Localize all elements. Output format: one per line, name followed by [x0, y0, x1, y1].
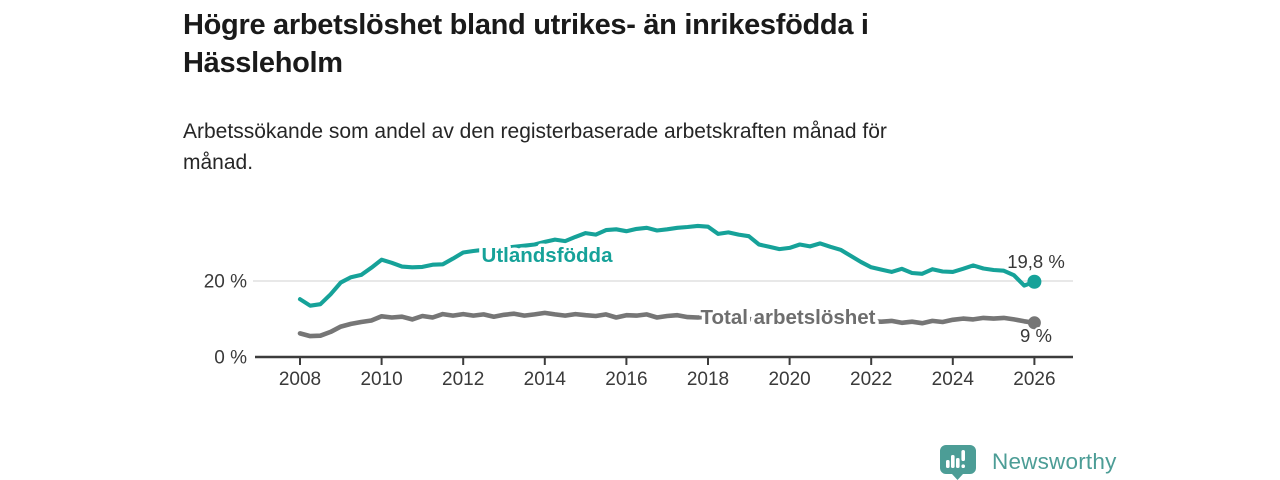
- chart-title-line-1: Högre arbetslöshet bland utrikes- än inr…: [183, 9, 869, 41]
- x-axis-ticks: [299, 357, 1036, 365]
- chart-subtitle-line-2: månad.: [183, 151, 254, 174]
- series-end-dot-total: [1027, 316, 1041, 330]
- x-axis-tick-label: 2012: [442, 369, 484, 390]
- newsworthy-logo[interactable]: Newsworthy: [938, 444, 1117, 480]
- x-axis-tick-label: 2010: [360, 369, 402, 390]
- x-axis-tick-label: 2020: [768, 369, 810, 390]
- series-line-utlandsfodda: [297, 223, 1037, 308]
- logo-bars: [946, 450, 965, 468]
- x-axis-labels: 2008 2010 2012 2014 2016 2018 2020 2022 2024 2026: [279, 369, 1056, 390]
- newsworthy-bar-chart-icon: [940, 445, 976, 480]
- y-axis-tick-label: 20 %: [204, 272, 247, 293]
- x-axis-tick-label: 2026: [1013, 369, 1055, 390]
- chart-subtitle-line-1: Arbetssökande som andel av den registerb…: [183, 120, 887, 143]
- y-axis-labels: 0 % 20 %: [204, 272, 247, 369]
- x-axis-tick-label: 2022: [850, 369, 892, 390]
- newsworthy-brand-name: Newsworthy: [992, 449, 1117, 474]
- end-value-label-total: 9 %: [1020, 325, 1052, 346]
- x-axis-tick-label: 2018: [687, 369, 729, 390]
- series-end-dots: [1027, 274, 1042, 330]
- chart-title: Högre arbetslöshet bland utrikes- än inr…: [183, 6, 1083, 82]
- series-label-utlandsfodda: Utlandsfödda: [482, 244, 614, 267]
- y-axis-tick-label: 0 %: [214, 348, 247, 369]
- end-value-label-utlandsfodda: 19,8 %: [1007, 251, 1065, 272]
- x-axis-tick-label: 2014: [524, 369, 567, 390]
- chart-title-line-2: Hässleholm: [183, 47, 343, 79]
- x-axis-tick-label: 2016: [605, 369, 647, 390]
- series-end-dot-utlandsfodda: [1027, 274, 1042, 289]
- series-label-total-arbetsloshet: Total arbetslöshet: [700, 306, 875, 329]
- x-axis-tick-label: 2024: [932, 369, 975, 390]
- chart-subtitle: Arbetssökande som andel av den registerb…: [183, 116, 1083, 178]
- series-line-total: [297, 310, 1037, 339]
- series-lines: [297, 223, 1037, 339]
- x-axis-tick-label: 2008: [279, 369, 321, 390]
